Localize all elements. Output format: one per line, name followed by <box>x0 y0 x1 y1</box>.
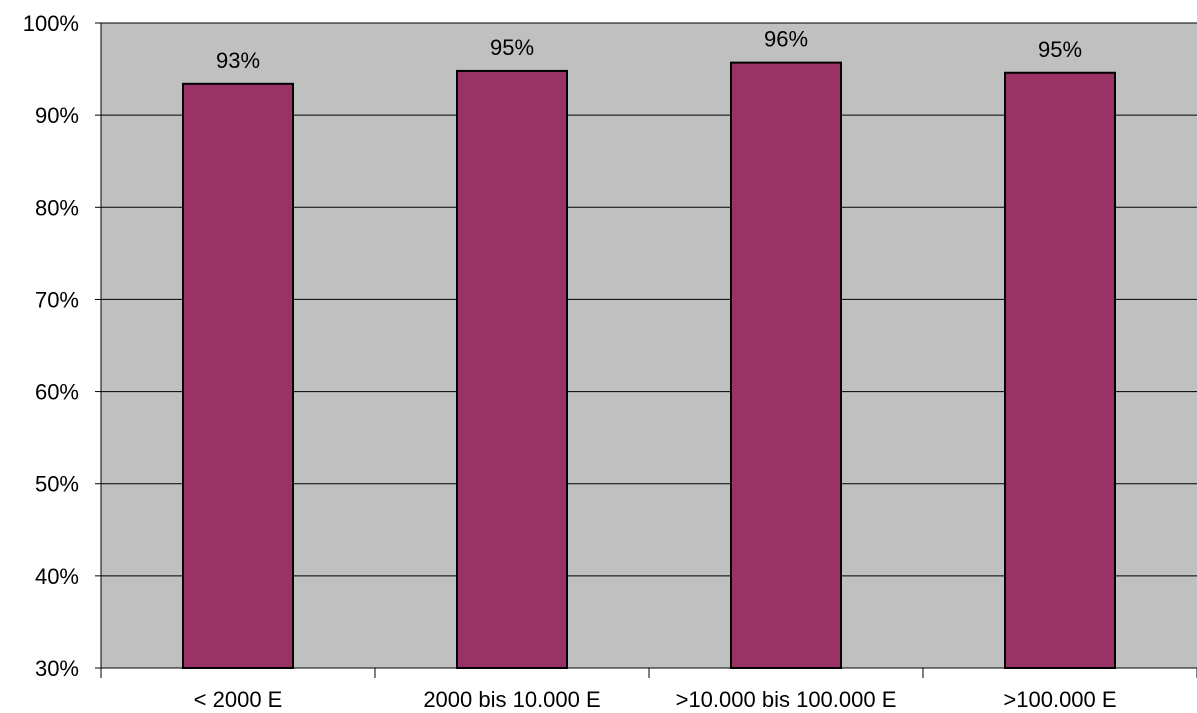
bar <box>730 61 842 670</box>
bar <box>182 82 294 670</box>
y-tick-label: 90% <box>35 103 79 128</box>
data-label: 95% <box>490 35 534 60</box>
y-tick-label: 50% <box>35 472 79 497</box>
data-label: 96% <box>764 27 808 52</box>
y-tick-label: 70% <box>35 287 79 312</box>
x-tick-label: 2000 bis 10.000 E <box>423 687 600 712</box>
x-tick-label: >100.000 E <box>1003 687 1116 712</box>
y-tick-label: 100% <box>23 11 79 36</box>
y-tick-label: 30% <box>35 656 79 681</box>
data-label: 95% <box>1038 37 1082 62</box>
y-tick-label: 40% <box>35 564 79 589</box>
x-tick-label: >10.000 bis 100.000 E <box>676 687 897 712</box>
y-tick-labels: 30% 40% 50% 60% 70% 80% 90% 100% <box>23 11 79 681</box>
bar <box>456 69 568 669</box>
data-labels: 93% 95% 96% 95% <box>216 27 1082 73</box>
data-label: 93% <box>216 48 260 73</box>
y-tick-label: 60% <box>35 380 79 405</box>
x-tick-label: < 2000 E <box>194 687 283 712</box>
y-tick-label: 80% <box>35 195 79 220</box>
axes <box>95 22 1197 678</box>
x-tick-labels: < 2000 E 2000 bis 10.000 E >10.000 bis 100… <box>194 687 1117 712</box>
bar <box>1004 71 1116 669</box>
